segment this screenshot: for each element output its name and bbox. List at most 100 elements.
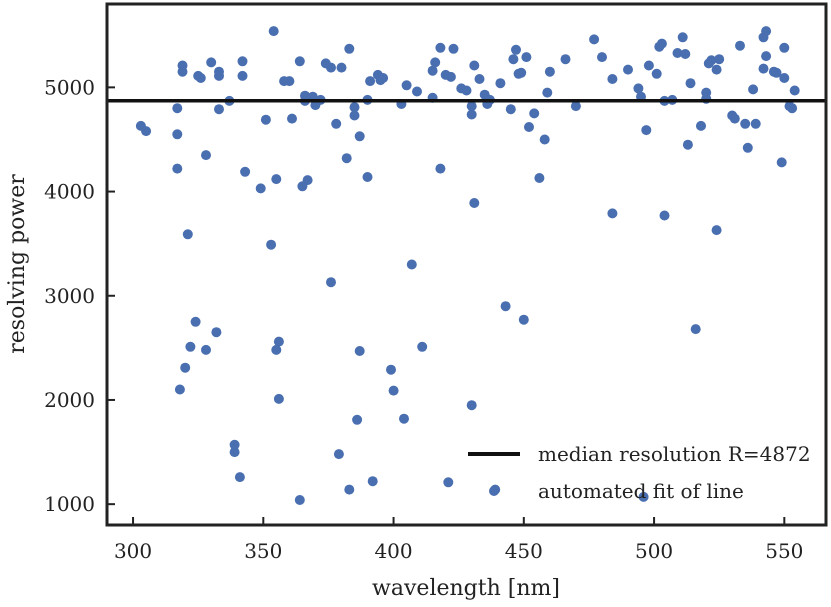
data-point (172, 129, 183, 140)
data-point (771, 67, 782, 78)
data-point (174, 384, 185, 395)
data-point (511, 44, 521, 55)
x-tick-label: 450 (505, 539, 543, 563)
data-point (354, 131, 365, 142)
data-point (214, 104, 224, 115)
data-point (638, 491, 649, 502)
data-point (466, 101, 477, 112)
data-point (750, 118, 761, 129)
data-point (542, 87, 553, 98)
data-point (237, 70, 248, 81)
data-point (623, 64, 633, 75)
data-point (336, 62, 347, 73)
data-point (190, 316, 201, 327)
data-point (294, 495, 305, 505)
data-point (761, 51, 772, 62)
data-point (735, 40, 745, 51)
x-tick-label: 300 (114, 539, 152, 563)
data-point (607, 74, 618, 84)
data-point (182, 229, 193, 240)
x-tick-label: 350 (244, 539, 282, 563)
data-point (518, 314, 529, 325)
data-point (237, 56, 248, 67)
data-point (401, 80, 412, 91)
data-point (516, 67, 527, 78)
data-point (271, 174, 282, 185)
data-point (406, 259, 417, 270)
data-point (534, 173, 545, 183)
x-tick-label: 550 (765, 539, 803, 563)
data-point (466, 400, 477, 411)
y-tick-label: 1000 (44, 492, 95, 516)
y-tick-label: 2000 (44, 388, 95, 412)
x-tick-label: 500 (635, 539, 673, 563)
data-point (294, 56, 305, 67)
data-point (214, 70, 224, 81)
data-point (544, 66, 555, 77)
data-point (271, 344, 282, 355)
legend: median resolution R=4872 automated fit o… (468, 442, 811, 503)
y-tick-label: 4000 (44, 180, 95, 204)
data-point (201, 150, 211, 161)
data-point (597, 52, 607, 63)
data-point (776, 157, 787, 168)
data-point (706, 55, 717, 66)
data-point (682, 139, 693, 150)
data-point (172, 163, 183, 174)
legend-dot-swatch (489, 486, 499, 496)
data-point (529, 108, 540, 119)
data-point (633, 83, 644, 94)
data-point (758, 63, 769, 74)
data-point (349, 110, 360, 121)
data-point (354, 346, 365, 356)
data-point (672, 48, 683, 58)
data-point (677, 32, 688, 43)
y-axis-label: resolving power (5, 174, 30, 354)
data-point (172, 103, 183, 114)
data-point (268, 26, 279, 37)
data-point (352, 414, 363, 425)
data-point (326, 277, 336, 288)
data-point (211, 327, 222, 338)
data-point (195, 73, 206, 83)
data-point (761, 26, 772, 37)
data-point (185, 341, 196, 352)
data-point (651, 68, 662, 79)
data-point (466, 109, 477, 120)
data-point (474, 74, 485, 84)
data-point (302, 175, 313, 186)
data-point (388, 385, 399, 396)
y-tick-label: 3000 (44, 284, 95, 308)
axis-ticks: 300 350 400 450 500 550 1000 2000 3000 4000 5000 (44, 75, 803, 563)
data-point (521, 52, 532, 63)
data-point (570, 101, 581, 112)
data-point (177, 66, 188, 77)
data-point (180, 362, 191, 373)
data-point (206, 57, 217, 68)
data-point (430, 57, 441, 68)
data-point (412, 86, 422, 97)
data-point (742, 142, 753, 153)
data-point (589, 34, 600, 45)
data-point (740, 118, 751, 129)
data-point (779, 73, 790, 83)
data-point (273, 336, 284, 347)
data-point (284, 76, 295, 87)
data-point (344, 43, 355, 54)
data-point (539, 134, 550, 145)
data-point (500, 301, 511, 312)
data-point (427, 65, 438, 76)
data-point (495, 78, 506, 89)
data-point (469, 60, 480, 71)
data-point (659, 210, 670, 221)
data-point (417, 341, 428, 352)
data-point (729, 113, 740, 124)
data-point (448, 43, 459, 54)
legend-label-median: median resolution R=4872 (538, 442, 811, 466)
data-point (789, 85, 800, 96)
data-point (229, 447, 240, 458)
data-point (234, 472, 245, 483)
data-point (331, 118, 342, 129)
data-point (287, 113, 297, 124)
